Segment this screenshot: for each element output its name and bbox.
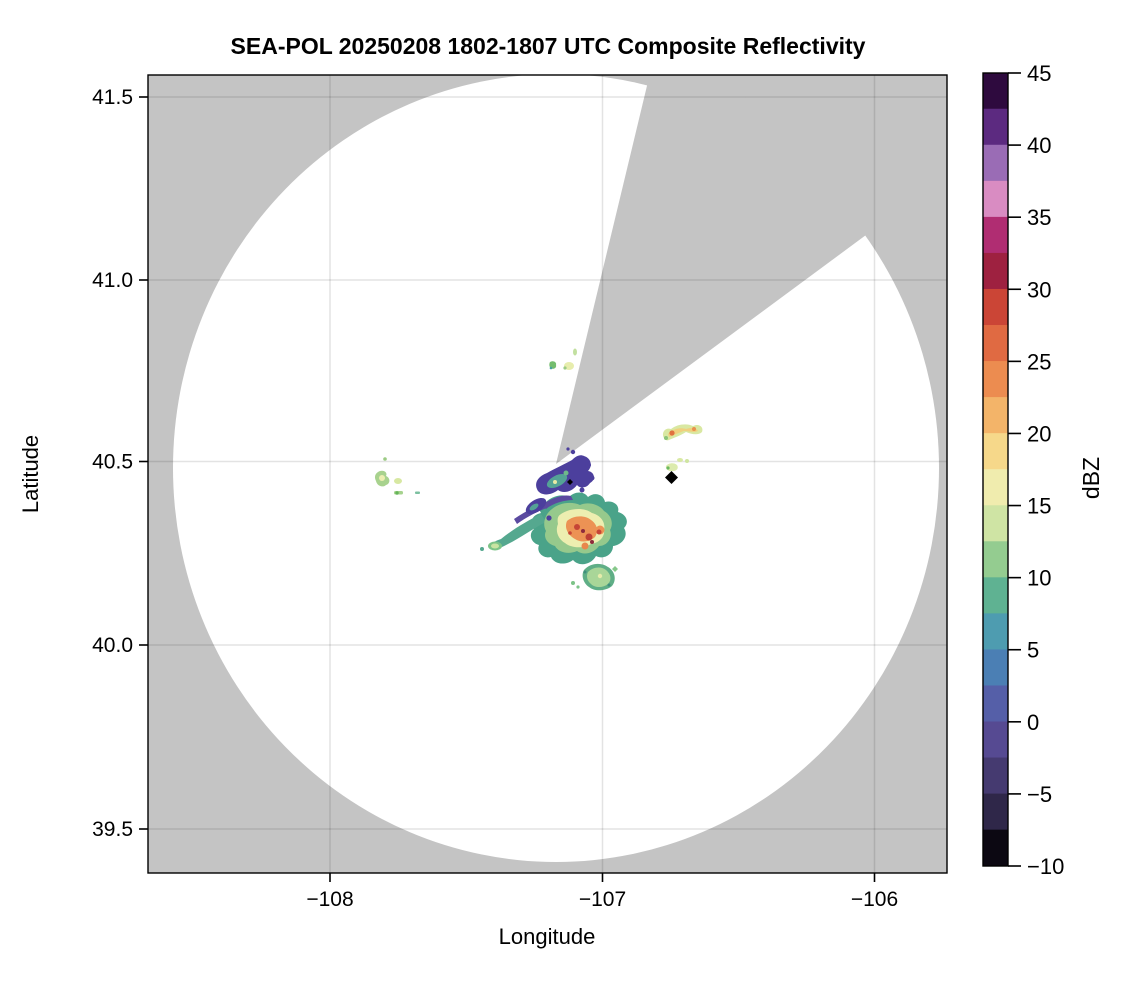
x-tick-labels: −108 −107 −106 bbox=[306, 888, 898, 911]
colorbar-band bbox=[983, 577, 1008, 614]
x-tick: −107 bbox=[579, 888, 626, 911]
colorbar-band bbox=[983, 649, 1008, 687]
colorbar-tick-label: 10 bbox=[1027, 566, 1051, 591]
colorbar-tick-label: −5 bbox=[1027, 782, 1052, 807]
plot-border bbox=[147, 74, 948, 874]
colorbar bbox=[983, 72, 1008, 867]
colorbar-band bbox=[983, 180, 1008, 218]
x-tick: −106 bbox=[851, 888, 898, 911]
colorbar-band bbox=[983, 793, 1008, 831]
colorbar-tick-label: 20 bbox=[1027, 421, 1051, 446]
chart-title: SEA-POL 20250208 1802-1807 UTC Composite… bbox=[231, 33, 866, 59]
colorbar-band bbox=[983, 433, 1008, 470]
site-marker-diamond-small bbox=[567, 479, 573, 485]
colorbar-band bbox=[983, 325, 1008, 362]
colorbar-tick-label: 30 bbox=[1027, 277, 1051, 302]
site-marker-diamond bbox=[665, 471, 678, 484]
blocked-sector-wedge bbox=[556, 75, 908, 464]
colorbar-ticks: 45 40 35 30 25 20 15 10 5 0 −5 −10 bbox=[1008, 61, 1064, 879]
y-tick: 40.0 bbox=[92, 634, 133, 657]
colorbar-tick-label: 15 bbox=[1027, 494, 1051, 519]
colorbar-label: dBZ bbox=[1078, 457, 1104, 499]
colorbar-tick-label: 35 bbox=[1027, 205, 1051, 230]
colorbar-band bbox=[983, 721, 1008, 759]
colorbar-tick-label: 25 bbox=[1027, 349, 1051, 374]
plot-area bbox=[148, 75, 947, 873]
colorbar-tick-label: 5 bbox=[1027, 638, 1039, 663]
colorbar-band bbox=[983, 108, 1008, 146]
y-tick: 41.5 bbox=[92, 86, 133, 109]
colorbar-band bbox=[983, 829, 1008, 867]
echo-western-specks bbox=[374, 457, 420, 495]
x-axis-label: Longitude bbox=[499, 924, 596, 949]
colorbar-tick-label: 0 bbox=[1027, 710, 1039, 735]
gridlines bbox=[148, 75, 947, 873]
y-tick: 39.5 bbox=[92, 818, 133, 841]
echo-low-dbz-band bbox=[525, 447, 595, 521]
colorbar-band bbox=[983, 361, 1008, 398]
colorbar-tick-label: 45 bbox=[1027, 61, 1051, 86]
echo-northeast-streak bbox=[662, 424, 703, 441]
echo-northeast-specks bbox=[665, 458, 689, 472]
colorbar-band bbox=[983, 397, 1008, 434]
colorbar-band bbox=[983, 505, 1008, 542]
colorbar-band bbox=[983, 613, 1008, 651]
echo-southern-cell bbox=[571, 563, 618, 591]
y-tick-labels: 41.5 41.0 40.5 40.0 39.5 bbox=[92, 86, 133, 841]
colorbar-border bbox=[982, 72, 1009, 867]
colorbar-band bbox=[983, 685, 1008, 723]
colorbar-band bbox=[983, 252, 1008, 290]
colorbar-band bbox=[983, 72, 1008, 110]
colorbar-band bbox=[983, 757, 1008, 795]
x-tick: −108 bbox=[306, 888, 353, 911]
colorbar-band bbox=[983, 144, 1008, 182]
colorbar-tick-label: 40 bbox=[1027, 133, 1051, 158]
echo-northern-specks bbox=[549, 348, 577, 370]
y-axis-label: Latitude bbox=[18, 435, 43, 513]
y-tick: 41.0 bbox=[92, 269, 133, 292]
y-tick: 40.5 bbox=[92, 451, 133, 474]
colorbar-band bbox=[983, 469, 1008, 506]
colorbar-band bbox=[983, 288, 1008, 326]
colorbar-tick-label: −10 bbox=[1027, 854, 1064, 879]
axis-ticks bbox=[139, 96, 876, 882]
colorbar-band bbox=[983, 216, 1008, 254]
colorbar-band bbox=[983, 541, 1008, 578]
